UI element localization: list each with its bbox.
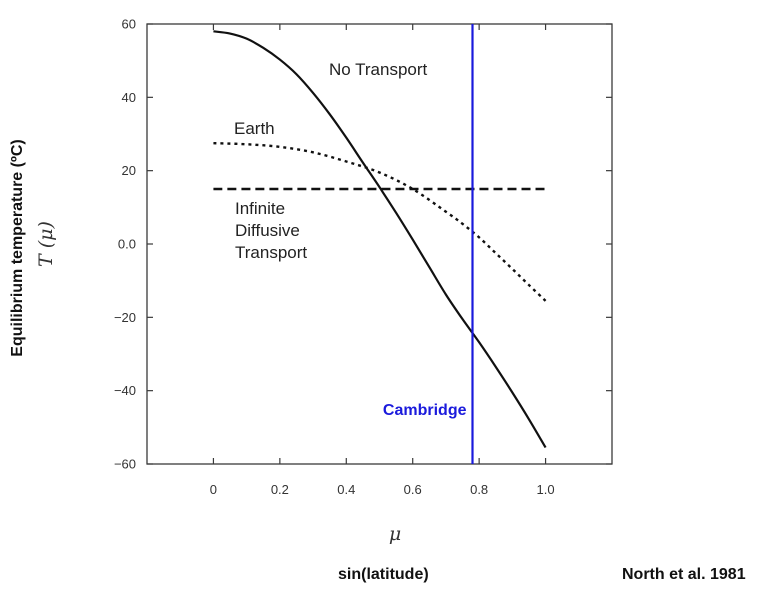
x-tick-label: 1.0 [537,482,555,497]
y-tick-label: 40 [122,90,136,105]
series-line-no-transport [213,30,547,449]
x-axis: 0 0.2 0.4 0.6 0.8 1.0 [210,24,555,497]
series-label-no-transport: No Transport [329,60,428,79]
y-tick-label: 20 [122,163,136,178]
x-tick-label: 0.4 [337,482,355,497]
series-label-infinite-line-3: Transport [235,243,307,262]
x-axis-label: sin(latitude) [338,566,429,583]
source-credit: North et al. 1981 [622,566,746,583]
annotation-layer: Cambridge [383,24,474,464]
y-tick-label: 0.0 [118,237,136,252]
y-tick-label: −20 [114,310,136,325]
series-label-infinite-line-1: Infinite [235,199,285,218]
x-tick-label: 0 [210,482,217,497]
plot-frame [146,23,613,465]
x-tick-label: 0.2 [271,482,289,497]
y-axis-symbol: T (μ) [35,221,57,267]
series-layer [213,30,547,449]
y-tick-label: −40 [114,383,136,398]
vline-label-cambridge: Cambridge [383,402,467,419]
y-axis-label: Equilibrium temperature (ºC) [9,139,26,357]
x-tick-label: 0.8 [470,482,488,497]
y-tick-label: −60 [114,457,136,472]
x-tick-label: 0.6 [404,482,422,497]
x-axis-symbol: μ [389,523,401,545]
series-label-earth: Earth [234,119,275,138]
series-label-infinite-line-2: Diffusive [235,221,300,240]
y-axis: 60 40 20 0.0 −20 −40 −60 [114,17,612,472]
y-tick-label: 60 [122,17,136,32]
